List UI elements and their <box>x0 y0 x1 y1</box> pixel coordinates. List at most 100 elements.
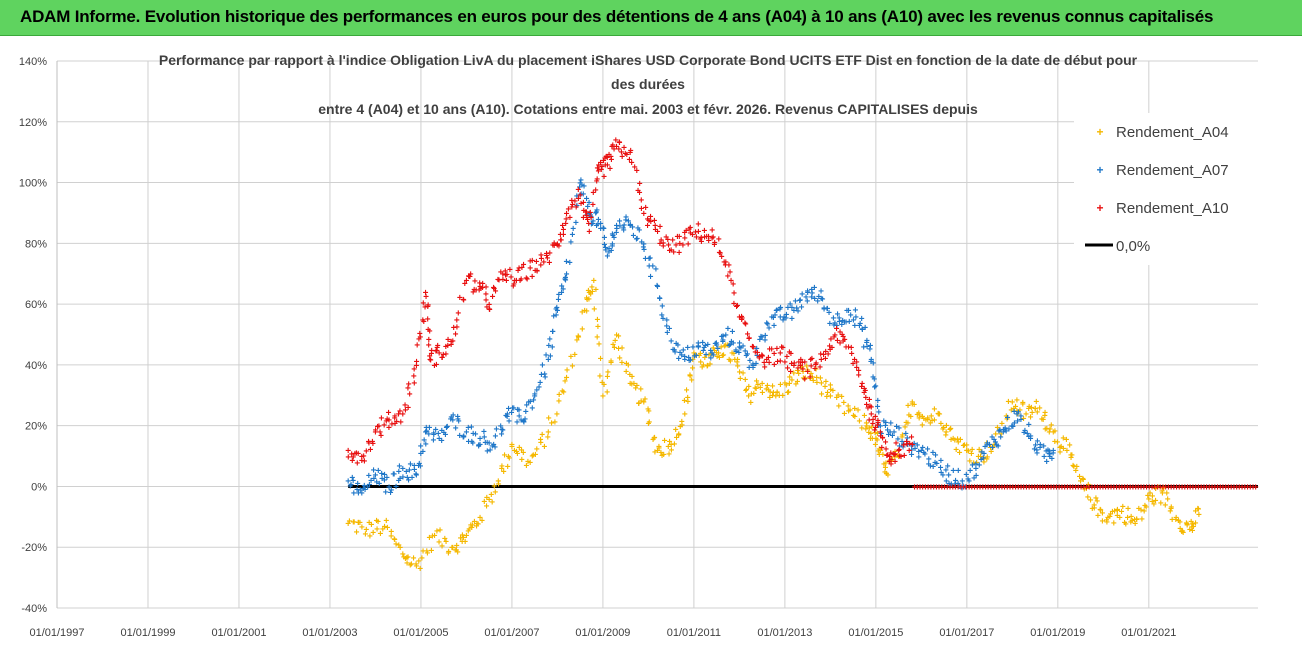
data-point-interp: + <box>706 232 712 243</box>
data-point-zero: + <box>1226 482 1232 493</box>
data-point-interp: + <box>474 519 480 530</box>
data-point: + <box>805 367 811 378</box>
data-point-interp: + <box>964 446 970 457</box>
data-point-interp: + <box>789 303 795 314</box>
data-point-interp: + <box>751 343 757 354</box>
data-point-interp: + <box>417 333 423 344</box>
data-point-interp: + <box>404 553 410 564</box>
data-point-interp: + <box>759 332 765 343</box>
data-point-interp: + <box>584 194 590 205</box>
data-point-interp: + <box>1158 498 1164 509</box>
data-point-interp: + <box>734 301 740 312</box>
data-point-interp: + <box>1195 504 1201 515</box>
data-point-interp: + <box>670 345 676 356</box>
data-point-interp: + <box>486 439 492 450</box>
data-point-interp: + <box>1008 405 1014 416</box>
data-point-interp: + <box>396 467 402 478</box>
data-point: + <box>614 142 620 153</box>
data-point-interp: + <box>863 418 869 429</box>
data-point-interp: + <box>428 356 434 367</box>
data-point-interp: + <box>666 324 672 335</box>
data-point-interp: + <box>676 354 682 365</box>
data-point-zero: + <box>1253 482 1259 493</box>
data-point-interp: + <box>754 351 760 362</box>
data-point: + <box>1173 513 1179 524</box>
data-point-interp: + <box>604 387 610 398</box>
data-point-interp: + <box>1018 415 1024 426</box>
data-point-interp: + <box>685 240 691 251</box>
data-point-interp: + <box>652 221 658 232</box>
data-point-interp: + <box>514 447 520 458</box>
data-point-zero: + <box>1174 482 1180 493</box>
data-point-interp: + <box>892 452 898 463</box>
data-point-interp: + <box>638 385 644 396</box>
data-point-interp: + <box>371 466 377 477</box>
data-point-zero: + <box>1195 482 1201 493</box>
data-point-interp: + <box>774 388 780 399</box>
data-point-interp: + <box>940 425 946 436</box>
data-point-interp: + <box>584 213 590 224</box>
data-point-interp: + <box>652 216 658 227</box>
data-point-interp: + <box>370 437 376 448</box>
data-point-interp: + <box>506 452 512 463</box>
data-point: + <box>746 391 752 402</box>
data-point-interp: + <box>529 404 535 415</box>
data-point-interp: + <box>909 442 915 453</box>
data-point-interp: + <box>579 180 585 191</box>
data-point-interp: + <box>379 469 385 480</box>
data-point-interp: + <box>914 441 920 452</box>
data-point-interp: + <box>1058 442 1064 453</box>
data-point-interp: + <box>716 248 722 259</box>
data-point-interp: + <box>446 547 452 558</box>
data-point-interp: + <box>809 372 815 383</box>
data-point-interp: + <box>434 346 440 357</box>
data-point-interp: + <box>911 400 917 411</box>
data-point-interp: + <box>955 435 961 446</box>
data-point-interp: + <box>873 423 879 434</box>
data-point-interp: + <box>762 331 768 342</box>
data-point-zero: + <box>1182 482 1188 493</box>
data-point-interp: + <box>435 429 441 440</box>
data-point: + <box>577 191 583 202</box>
data-point-interp: + <box>1132 515 1138 526</box>
data-point-interp: + <box>482 438 488 449</box>
data-point-interp: + <box>498 268 504 279</box>
performance-chart: ++ ++++++++++++++++++++++++++++++++++++++… <box>0 36 1302 647</box>
data-point-interp: + <box>900 430 906 441</box>
data-point-interp: + <box>619 148 625 159</box>
data-point-interp: + <box>901 439 907 450</box>
data-point-interp: + <box>680 241 686 252</box>
data-point-zero: + <box>996 482 1002 493</box>
data-point-interp: + <box>635 186 641 197</box>
data-point: + <box>723 331 729 342</box>
data-point-interp: + <box>994 441 1000 452</box>
data-point-interp: + <box>584 306 590 317</box>
data-point: + <box>436 434 442 445</box>
data-point-interp: + <box>892 449 898 460</box>
data-point-interp: + <box>948 479 954 490</box>
data-point-interp: + <box>917 410 923 421</box>
data-point-interp: + <box>376 479 382 490</box>
data-point-interp: + <box>899 437 905 448</box>
data-point-interp: + <box>396 540 402 551</box>
data-point-interp: + <box>827 341 833 352</box>
data-point: + <box>1105 513 1111 524</box>
data-point-interp: + <box>355 479 361 490</box>
data-point-interp: + <box>529 451 535 462</box>
data-point-interp: + <box>920 412 926 423</box>
data-point-zero: + <box>933 482 939 493</box>
data-point-zero: + <box>923 482 929 493</box>
data-point-interp: + <box>431 361 437 372</box>
data-point-interp: + <box>1104 517 1110 528</box>
data-point: + <box>905 440 911 451</box>
data-point-interp: + <box>720 335 726 346</box>
data-point-interp: + <box>601 380 607 391</box>
data-point-interp: + <box>938 468 944 479</box>
data-point-zero: + <box>1198 482 1204 493</box>
data-point-interp: + <box>586 288 592 299</box>
data-point-interp: + <box>503 271 509 282</box>
data-point-zero: + <box>1037 482 1043 493</box>
data-point-interp: + <box>929 416 935 427</box>
data-point-interp: + <box>478 284 484 295</box>
data-point: + <box>423 288 429 299</box>
